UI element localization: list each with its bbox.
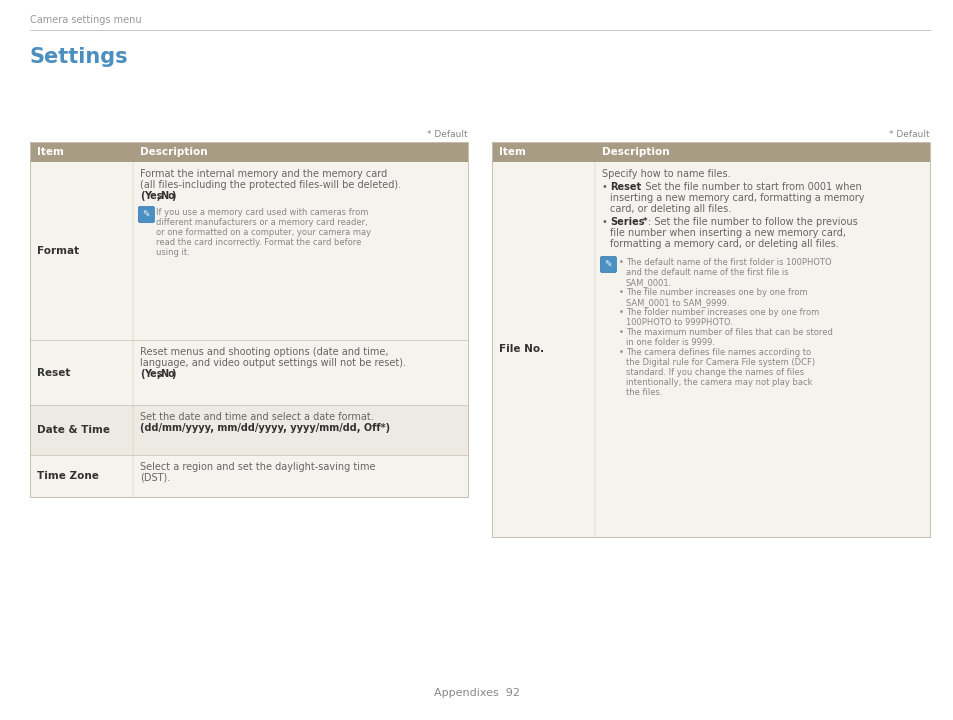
Text: using it.: using it. <box>155 248 190 257</box>
Text: The file number increases one by one from: The file number increases one by one fro… <box>625 288 806 297</box>
Text: Item: Item <box>498 147 525 157</box>
Text: •: • <box>601 182 607 192</box>
Text: (: ( <box>140 191 144 201</box>
Bar <box>492 162 929 537</box>
Bar <box>30 340 468 405</box>
Text: Yes: Yes <box>144 191 162 201</box>
Text: No: No <box>160 369 174 379</box>
Text: No: No <box>160 191 174 201</box>
Text: The default name of the first folder is 100PHOTO: The default name of the first folder is … <box>625 258 831 267</box>
Text: Appendixes  92: Appendixes 92 <box>434 688 519 698</box>
Bar <box>30 405 468 455</box>
Text: ): ) <box>171 191 175 201</box>
Text: •: • <box>618 328 623 337</box>
Text: Reset menus and shooting options (date and time,: Reset menus and shooting options (date a… <box>140 347 388 357</box>
Text: card, or deleting all files.: card, or deleting all files. <box>609 204 730 214</box>
Text: standard. If you change the names of files: standard. If you change the names of fil… <box>625 368 803 377</box>
Text: Select a region and set the daylight-saving time: Select a region and set the daylight-sav… <box>140 462 375 472</box>
Text: language, and video output settings will not be reset).: language, and video output settings will… <box>140 358 406 368</box>
Text: ✎: ✎ <box>604 260 612 269</box>
Text: Date & Time: Date & Time <box>37 425 110 435</box>
Text: •: • <box>618 348 623 357</box>
Text: Yes: Yes <box>144 369 162 379</box>
Text: formatting a memory card, or deleting all files.: formatting a memory card, or deleting al… <box>609 239 838 249</box>
Text: (DST).: (DST). <box>140 473 170 483</box>
Bar <box>492 142 929 537</box>
Text: the files.: the files. <box>625 388 661 397</box>
Text: ✎: ✎ <box>143 210 150 219</box>
Text: Item: Item <box>37 147 64 157</box>
Text: file number when inserting a new memory card,: file number when inserting a new memory … <box>609 228 845 238</box>
Bar <box>492 142 929 162</box>
Text: The camera defines file names according to: The camera defines file names according … <box>625 348 810 357</box>
Text: Reset: Reset <box>37 367 71 377</box>
Text: ,: , <box>156 369 160 379</box>
Text: inserting a new memory card, formatting a memory: inserting a new memory card, formatting … <box>609 193 863 203</box>
Text: different manufacturers or a memory card reader,: different manufacturers or a memory card… <box>155 218 367 227</box>
Text: (: ( <box>140 369 144 379</box>
Text: 100PHOTO to 999PHOTO.: 100PHOTO to 999PHOTO. <box>625 318 732 327</box>
Text: SAM_0001 to SAM_9999.: SAM_0001 to SAM_9999. <box>625 298 729 307</box>
Text: * Default: * Default <box>427 130 468 139</box>
Bar <box>30 142 468 162</box>
Text: (all files-including the protected files-will be deleted).: (all files-including the protected files… <box>140 180 400 190</box>
Bar <box>30 142 468 497</box>
Text: (dd/mm/yyyy, mm/dd/yyyy, yyyy/mm/dd, Off*): (dd/mm/yyyy, mm/dd/yyyy, yyyy/mm/dd, Off… <box>140 423 390 433</box>
Text: Settings: Settings <box>30 47 129 67</box>
FancyBboxPatch shape <box>138 207 154 222</box>
Text: * Default: * Default <box>888 130 929 139</box>
Text: in one folder is 9999.: in one folder is 9999. <box>625 338 714 347</box>
Text: •: • <box>618 288 623 297</box>
Text: Set the date and time and select a date format.: Set the date and time and select a date … <box>140 412 374 422</box>
Text: Format: Format <box>37 246 79 256</box>
Text: File No.: File No. <box>498 344 543 354</box>
Text: ): ) <box>171 369 175 379</box>
Text: *: * <box>642 217 647 226</box>
Text: intentionally, the camera may not play back: intentionally, the camera may not play b… <box>625 378 812 387</box>
Text: •: • <box>618 308 623 317</box>
Text: Time Zone: Time Zone <box>37 471 99 481</box>
Text: and the default name of the first file is: and the default name of the first file i… <box>625 268 788 277</box>
Text: Description: Description <box>140 147 208 157</box>
Text: read the card incorrectly. Format the card before: read the card incorrectly. Format the ca… <box>155 238 361 247</box>
Bar <box>30 455 468 497</box>
Text: Format the internal memory and the memory card: Format the internal memory and the memor… <box>140 169 387 179</box>
Text: The maximum number of files that can be stored: The maximum number of files that can be … <box>625 328 832 337</box>
Text: ,: , <box>156 191 160 201</box>
Text: : Set the file number to start from 0001 when: : Set the file number to start from 0001… <box>639 182 861 192</box>
Text: Reset: Reset <box>609 182 640 192</box>
Text: Description: Description <box>601 147 669 157</box>
Bar <box>30 162 468 340</box>
Text: •: • <box>601 217 607 227</box>
Text: SAM_0001.: SAM_0001. <box>625 278 672 287</box>
Text: Camera settings menu: Camera settings menu <box>30 15 141 25</box>
Text: or one formatted on a computer, your camera may: or one formatted on a computer, your cam… <box>155 228 371 237</box>
Text: : Set the file number to follow the previous: : Set the file number to follow the prev… <box>647 217 857 227</box>
Text: If you use a memory card used with cameras from: If you use a memory card used with camer… <box>155 208 368 217</box>
Text: the Digital rule for Camera File system (DCF): the Digital rule for Camera File system … <box>625 358 814 367</box>
Text: •: • <box>618 258 623 267</box>
Text: Series: Series <box>609 217 644 227</box>
Text: The folder number increases one by one from: The folder number increases one by one f… <box>625 308 819 317</box>
FancyBboxPatch shape <box>599 256 616 272</box>
Text: Specify how to name files.: Specify how to name files. <box>601 169 730 179</box>
